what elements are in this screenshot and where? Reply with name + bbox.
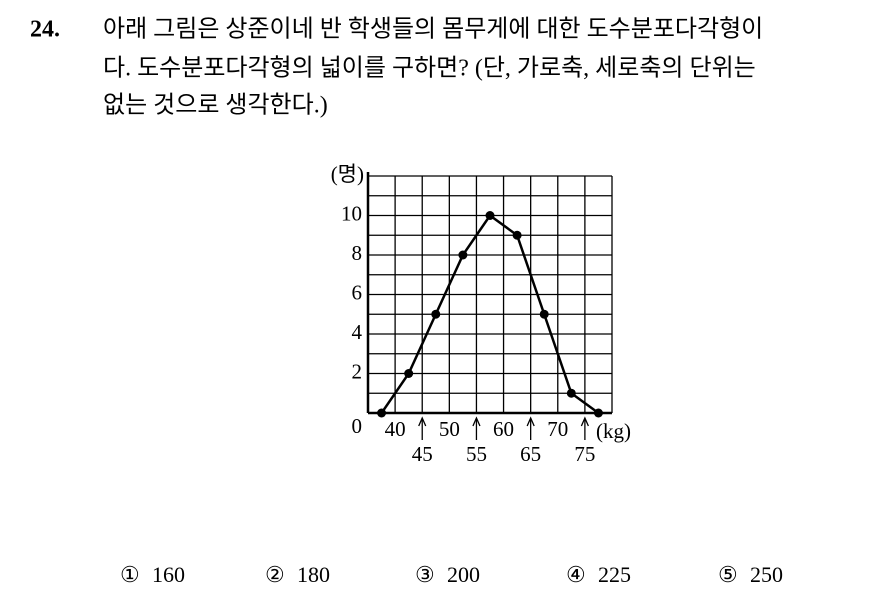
data-point <box>539 309 549 319</box>
choice-value: 160 <box>152 562 185 587</box>
choices: ① 160 ② 180 ③ 200 ④ 225 ⑤ 250 <box>120 562 783 587</box>
y-tick-label: 6 <box>352 280 363 304</box>
question-line: 아래 그림은 상준이네 반 학생들의 몸무게에 대한 도수분포다각형이 <box>103 16 763 43</box>
data-point <box>431 309 441 319</box>
choice-mark: ④ <box>566 562 586 587</box>
y-tick-label: 10 <box>341 201 362 225</box>
choice-value: 200 <box>447 562 480 587</box>
question-line: 다. 도수분포다각형의 넓이를 구하면? (단, 가로축, 세로축의 단위는 <box>103 55 756 82</box>
tick-arrow-head <box>418 416 427 427</box>
data-point <box>458 250 468 260</box>
data-point <box>512 230 522 240</box>
tick-arrow-head <box>472 416 481 427</box>
y-tick-label: 2 <box>352 359 363 383</box>
x-tick-label: 55 <box>466 442 487 466</box>
choice-value: 180 <box>297 562 330 587</box>
choice-mark: ⑤ <box>718 562 738 587</box>
data-point <box>593 408 603 418</box>
data-point <box>404 369 414 378</box>
x-tick-label: 65 <box>520 442 541 466</box>
question-number: 24. <box>30 17 60 43</box>
y-tick-label: 8 <box>352 241 363 265</box>
tick-arrow-head <box>526 416 535 427</box>
x-tick-label: 60 <box>493 417 514 441</box>
data-point <box>485 211 495 220</box>
x-tick-label: 70 <box>547 417 568 441</box>
tick-arrow-head <box>580 416 589 427</box>
x-tick-label: 50 <box>439 417 460 441</box>
y-axis-label: (명) <box>331 162 364 186</box>
data-point <box>566 388 576 398</box>
choice-mark: ③ <box>415 562 435 587</box>
choice-value: 250 <box>750 562 783 587</box>
x-tick-label: 40 <box>385 417 406 441</box>
x-axis-label: (kg) <box>596 419 631 443</box>
y-tick-label: 0 <box>352 414 363 438</box>
choice-mark: ① <box>120 562 140 587</box>
data-point <box>377 408 387 418</box>
choice-value: 225 <box>598 562 631 587</box>
x-tick-label: 45 <box>412 442 433 466</box>
x-tick-label: 75 <box>574 442 595 466</box>
y-tick-label: 4 <box>352 320 363 344</box>
question-line: 없는 것으로 생각한다.) <box>103 92 328 119</box>
choice-mark: ② <box>265 562 285 587</box>
